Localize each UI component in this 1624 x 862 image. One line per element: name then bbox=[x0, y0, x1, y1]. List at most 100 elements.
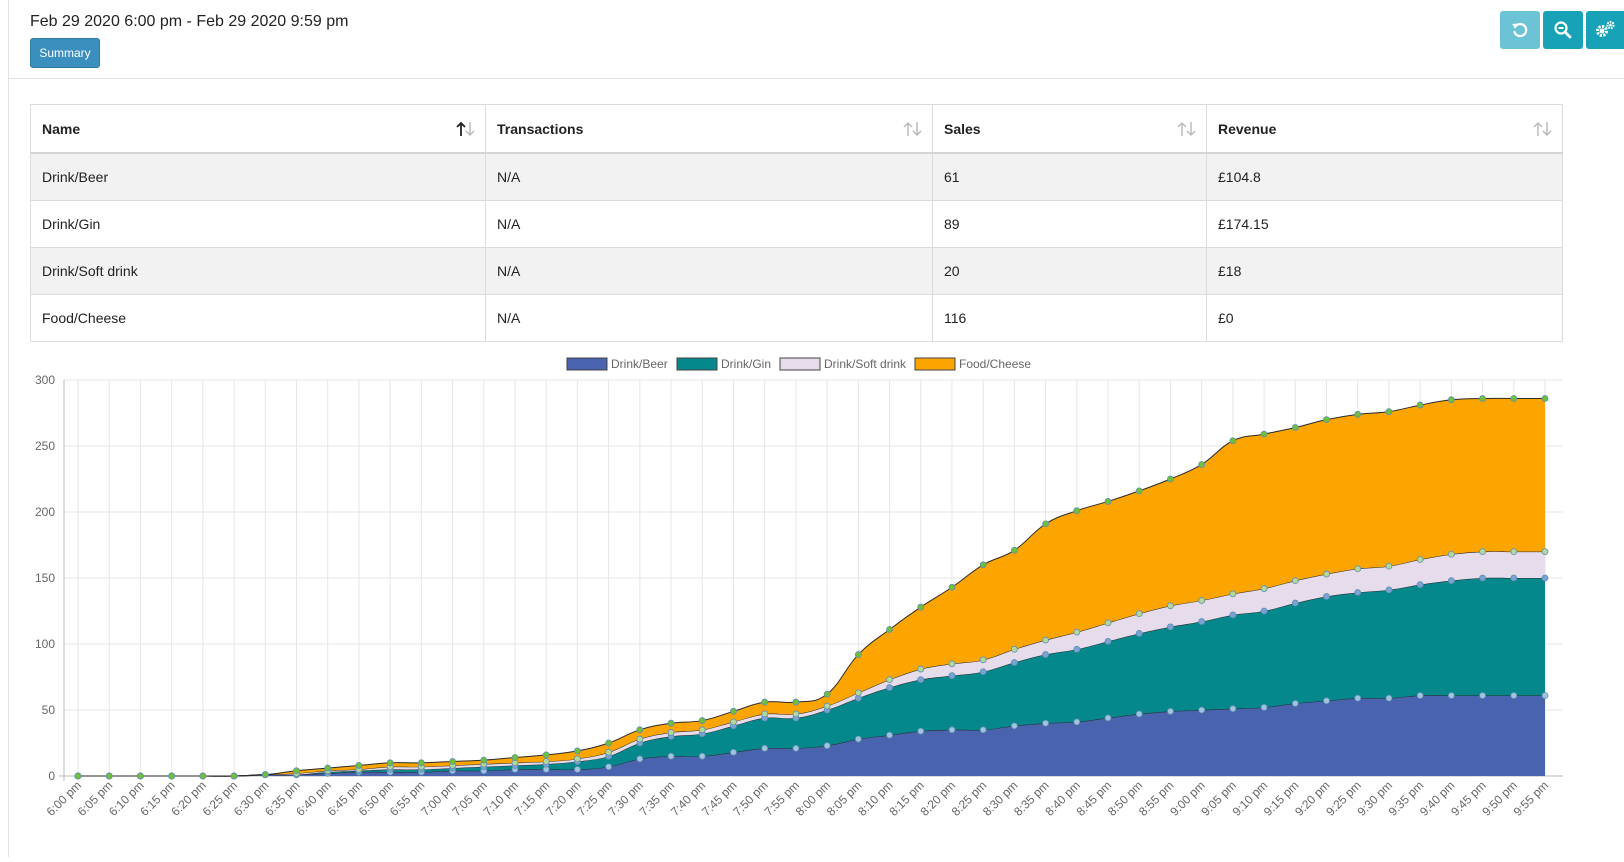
data-point bbox=[1260, 585, 1268, 592]
data-point bbox=[1104, 498, 1112, 505]
data-point bbox=[605, 763, 613, 771]
data-point bbox=[636, 726, 644, 734]
cell-transactions: N/A bbox=[485, 152, 933, 201]
data-point bbox=[324, 764, 332, 772]
y-tick-label: 100 bbox=[35, 637, 55, 651]
column-header-sales[interactable]: Sales bbox=[932, 104, 1207, 154]
data-point bbox=[1385, 694, 1393, 702]
data-point bbox=[1135, 487, 1143, 495]
data-point bbox=[636, 735, 644, 743]
data-point bbox=[1260, 430, 1268, 438]
series-area-drink-gin bbox=[78, 577, 1545, 777]
data-point bbox=[854, 651, 862, 658]
data-point bbox=[917, 665, 925, 673]
data-point bbox=[1385, 562, 1393, 570]
data-point bbox=[1541, 692, 1549, 699]
data-point bbox=[730, 718, 737, 726]
data-point bbox=[854, 689, 862, 697]
table-row: Drink/Soft drink N/A 20 £18 bbox=[30, 247, 1563, 295]
data-point bbox=[1260, 703, 1268, 711]
data-point bbox=[1167, 602, 1174, 610]
settings-button[interactable] bbox=[1586, 11, 1624, 49]
data-point bbox=[1479, 574, 1486, 582]
data-point bbox=[1479, 395, 1486, 402]
y-tick-label: 50 bbox=[42, 703, 56, 717]
data-point bbox=[574, 765, 581, 773]
legend-label: Drink/Beer bbox=[611, 357, 668, 371]
data-point bbox=[1010, 659, 1018, 666]
data-point bbox=[730, 748, 737, 756]
data-point bbox=[698, 752, 706, 760]
data-point bbox=[1198, 618, 1206, 625]
data-point bbox=[1229, 611, 1237, 619]
sort-icon bbox=[903, 121, 922, 137]
data-point bbox=[1354, 694, 1362, 702]
summary-table: Name Transactions Sales bbox=[30, 104, 1563, 342]
data-point bbox=[1510, 548, 1518, 556]
legend-swatch bbox=[779, 357, 821, 371]
data-point bbox=[574, 747, 581, 755]
sort-icon bbox=[1533, 121, 1552, 137]
data-point bbox=[386, 759, 394, 767]
legend-label: Drink/Soft drink bbox=[824, 357, 907, 371]
chart-areas bbox=[78, 397, 1545, 777]
header-divider bbox=[8, 78, 1624, 79]
data-point bbox=[1447, 550, 1455, 558]
y-tick-label: 300 bbox=[35, 373, 55, 387]
x-tick-label: 9:55 pm bbox=[1511, 778, 1552, 819]
data-point bbox=[1073, 507, 1081, 515]
data-point bbox=[1291, 424, 1299, 431]
y-tick-label: 250 bbox=[35, 439, 55, 453]
data-point bbox=[542, 751, 550, 759]
data-point bbox=[1291, 599, 1299, 607]
reset-button[interactable] bbox=[1500, 11, 1540, 49]
data-point bbox=[1416, 556, 1424, 563]
cogs-icon bbox=[1596, 20, 1615, 37]
data-point bbox=[574, 755, 581, 763]
data-point bbox=[1479, 548, 1486, 556]
cell-transactions: N/A bbox=[485, 200, 933, 248]
data-point bbox=[761, 698, 769, 706]
legend-swatch bbox=[566, 357, 608, 371]
cell-name: Drink/Beer bbox=[30, 152, 486, 201]
cell-revenue: £174.15 bbox=[1206, 200, 1563, 248]
cell-sales: 61 bbox=[932, 152, 1207, 201]
data-point bbox=[1135, 710, 1143, 718]
column-header-revenue[interactable]: Revenue bbox=[1206, 104, 1563, 154]
data-point bbox=[1010, 722, 1018, 730]
chart-points bbox=[74, 395, 1549, 780]
data-point bbox=[1167, 623, 1174, 631]
legend-swatch bbox=[914, 357, 956, 371]
data-point bbox=[1229, 437, 1237, 445]
data-point bbox=[948, 726, 956, 734]
series-area-drink-soft-drink bbox=[78, 551, 1545, 777]
data-point bbox=[230, 772, 238, 780]
data-point bbox=[1291, 699, 1299, 707]
data-point bbox=[730, 707, 737, 715]
data-point bbox=[542, 758, 550, 765]
data-point bbox=[948, 660, 956, 668]
data-point bbox=[761, 744, 769, 752]
data-point bbox=[480, 756, 488, 764]
data-point bbox=[1323, 593, 1330, 600]
summary-button[interactable]: Summary bbox=[30, 38, 100, 68]
data-point bbox=[1323, 697, 1330, 705]
data-point bbox=[1167, 475, 1174, 483]
zoom-out-button[interactable] bbox=[1543, 11, 1583, 49]
data-point bbox=[74, 772, 82, 780]
data-point bbox=[137, 772, 144, 780]
data-point bbox=[761, 710, 769, 718]
y-tick-label: 150 bbox=[35, 571, 55, 585]
chart-legend: Drink/Beer Drink/Gin Drink/Soft drink Food/… bbox=[566, 357, 1031, 371]
column-header-transactions[interactable]: Transactions bbox=[485, 104, 933, 154]
y-tick-label: 200 bbox=[35, 505, 55, 519]
data-point bbox=[667, 729, 675, 736]
data-point bbox=[1167, 707, 1174, 715]
column-header-name[interactable]: Name bbox=[30, 104, 486, 154]
data-point bbox=[1198, 597, 1206, 604]
data-point bbox=[1260, 607, 1268, 615]
data-point bbox=[1354, 565, 1362, 573]
cell-sales: 89 bbox=[932, 200, 1207, 248]
data-point bbox=[1385, 408, 1393, 416]
data-point bbox=[1416, 401, 1424, 409]
